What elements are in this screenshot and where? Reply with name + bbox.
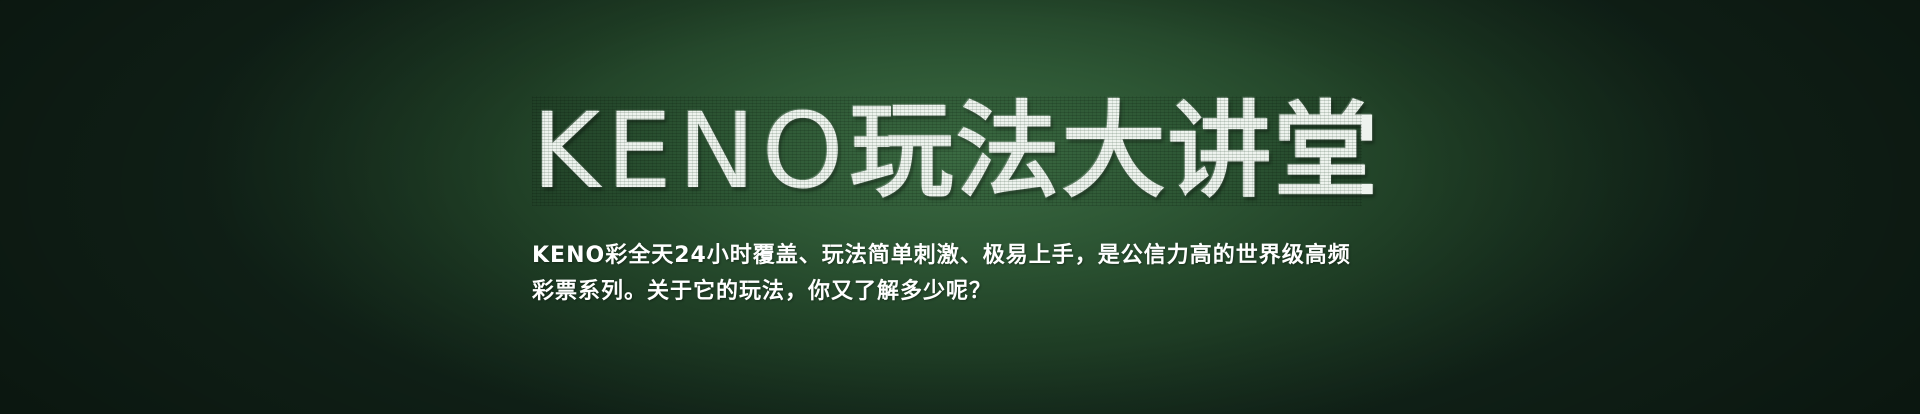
banner-description: KENO彩全天24小时覆盖、玩法简单刺激、极易上手，是公信力高的世界级高频 彩票… xyxy=(532,238,1352,310)
banner-content: KENO玩法大讲堂 KENO彩全天24小时覆盖、玩法简单刺激、极易上手，是公信力… xyxy=(532,96,1362,310)
banner-title-cjk: 玩法大讲堂 xyxy=(850,90,1380,212)
banner-title-latin: KENO xyxy=(532,90,850,212)
description-line-1: KENO彩全天24小时覆盖、玩法简单刺激、极易上手，是公信力高的世界级高频 xyxy=(532,238,1352,274)
banner-title: KENO玩法大讲堂 xyxy=(532,96,1362,206)
description-line-2: 彩票系列。关于它的玩法，你又了解多少呢？ xyxy=(532,274,1352,310)
